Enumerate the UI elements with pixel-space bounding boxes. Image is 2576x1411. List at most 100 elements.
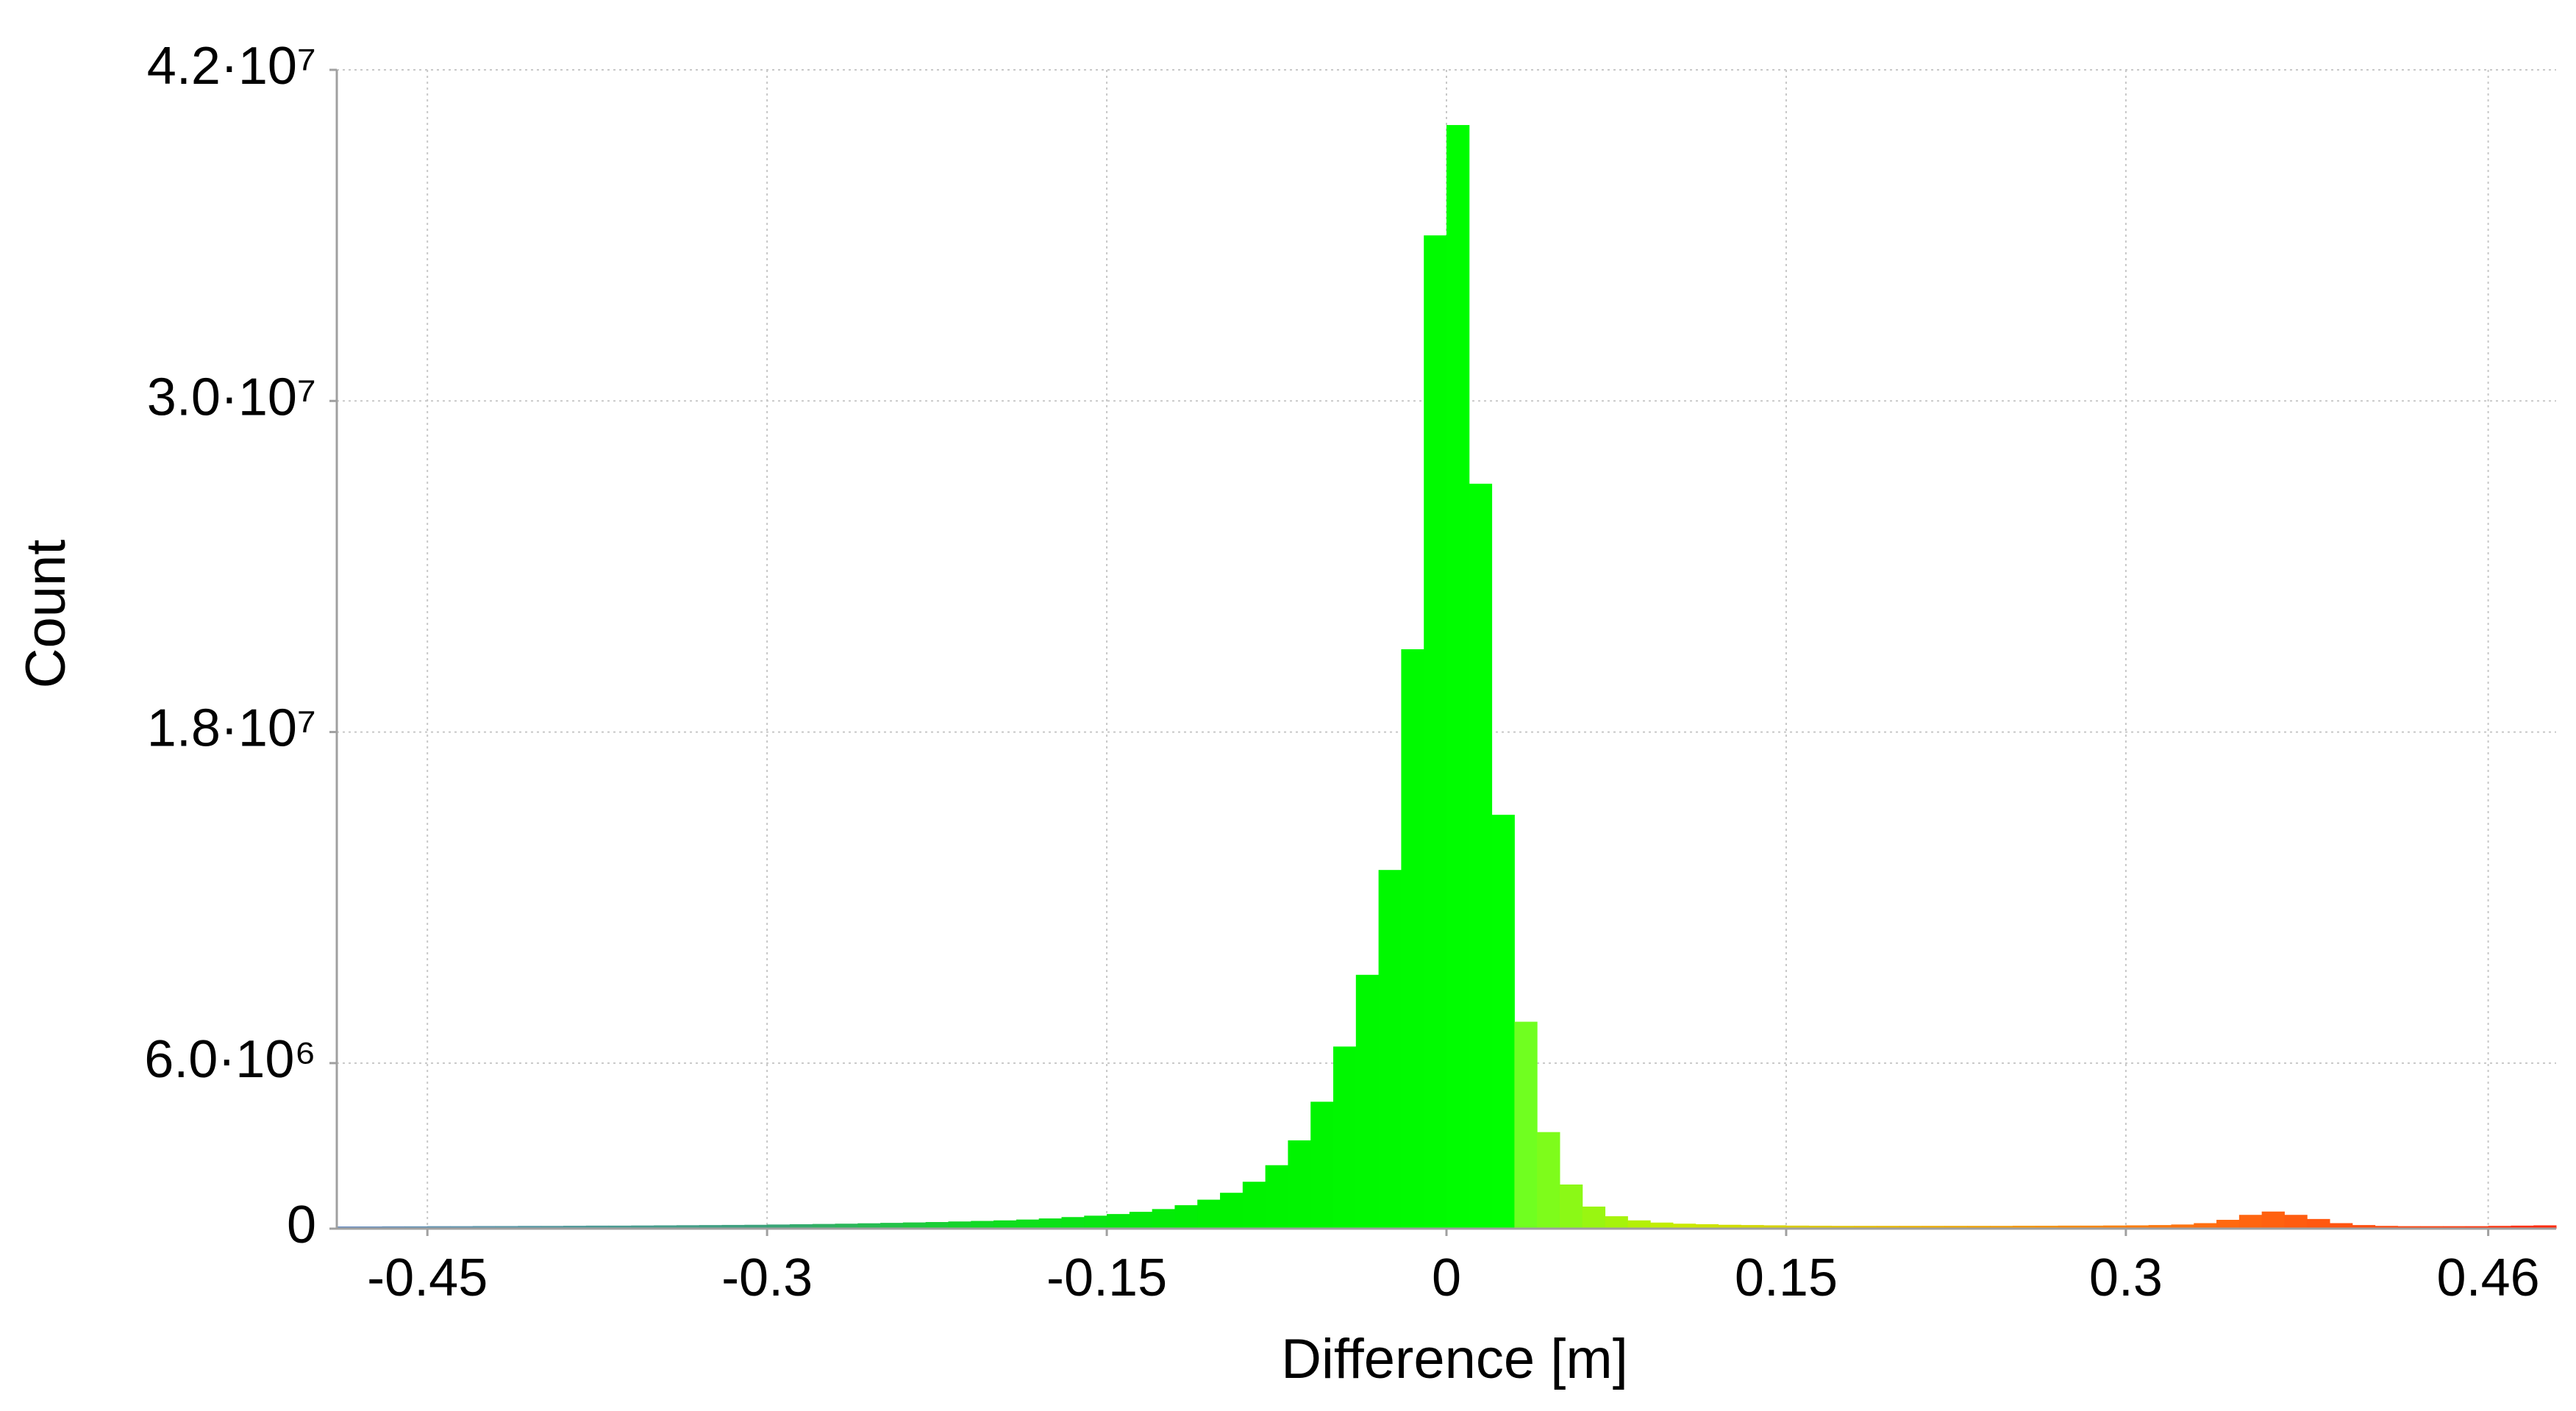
x-tick-label: 0.46: [2437, 1249, 2540, 1307]
bar: [2012, 1226, 2036, 1229]
y-tick-label: 1.8·10⁷: [147, 699, 316, 758]
bar: [857, 1223, 881, 1229]
bar: [993, 1220, 1017, 1229]
bar: [1016, 1219, 1040, 1229]
x-tick-label: 0: [1432, 1249, 1461, 1307]
bar: [2238, 1215, 2263, 1229]
bar: [902, 1222, 927, 1229]
bar: [835, 1224, 858, 1229]
bar: [744, 1224, 768, 1229]
bar: [1038, 1218, 1062, 1229]
x-tick-label: 0.15: [1735, 1249, 1838, 1307]
bar: [2307, 1218, 2330, 1229]
bar: [1401, 649, 1424, 1229]
x-tick-label: -0.45: [367, 1249, 488, 1307]
bar: [767, 1224, 791, 1229]
bar: [518, 1226, 541, 1229]
bar: [540, 1226, 564, 1229]
bar: [789, 1224, 813, 1229]
bar: [382, 1226, 405, 1229]
bar: [1084, 1215, 1107, 1229]
bar: [1537, 1132, 1560, 1229]
bar: [1718, 1224, 1741, 1229]
bar: [1310, 1101, 1334, 1229]
bar: [676, 1225, 700, 1229]
bar: [1378, 870, 1402, 1229]
bar: [699, 1225, 723, 1229]
bar: [337, 1226, 360, 1229]
x-tick-label: 0.3: [2089, 1249, 2163, 1307]
bar: [1333, 1046, 1357, 1229]
bar: [1559, 1184, 1583, 1229]
bar: [1944, 1226, 1968, 1229]
y-tick-label: 0: [287, 1196, 316, 1254]
bar: [1446, 125, 1470, 1229]
bar: [1967, 1226, 1991, 1229]
bar: [2103, 1225, 2127, 1229]
bar: [1061, 1217, 1085, 1229]
bar: [563, 1226, 587, 1229]
x-tick-label: -0.15: [1046, 1249, 1167, 1307]
bar: [1152, 1209, 1175, 1229]
bar: [1899, 1226, 1923, 1229]
bar: [1197, 1199, 1221, 1229]
bar: [1672, 1224, 1696, 1229]
bar: [1877, 1226, 1900, 1229]
y-tick-label: 4.2·10⁷: [147, 37, 316, 96]
bar: [1695, 1224, 1719, 1229]
bar: [585, 1225, 610, 1229]
bar: [1922, 1226, 1946, 1229]
bar: [2352, 1225, 2376, 1229]
bar: [2443, 1226, 2466, 1229]
bar: [1469, 483, 1493, 1229]
bar: [2397, 1226, 2421, 1229]
y-tick-label: 6.0·10⁶: [144, 1030, 316, 1089]
bar: [1242, 1182, 1266, 1229]
bar: [2194, 1223, 2217, 1229]
bar: [472, 1226, 496, 1229]
bar: [1491, 815, 1515, 1229]
bar: [427, 1226, 451, 1229]
axes: [329, 68, 2556, 1236]
bar: [1763, 1225, 1787, 1229]
bar: [880, 1223, 904, 1229]
bar: [2330, 1223, 2353, 1229]
bar: [2375, 1226, 2398, 1229]
bar: [2125, 1225, 2149, 1229]
bar: [1831, 1226, 1855, 1229]
bar: [2261, 1211, 2285, 1229]
bar: [721, 1224, 745, 1229]
y-axis-title: Count: [15, 540, 77, 689]
bar: [1174, 1205, 1198, 1229]
bar: [1990, 1226, 2013, 1229]
x-tick-label: -0.3: [721, 1249, 813, 1307]
bar: [1220, 1193, 1244, 1229]
bars: [337, 125, 2557, 1229]
bar: [925, 1221, 949, 1229]
bar: [2080, 1225, 2104, 1229]
bar: [948, 1221, 971, 1229]
bar: [449, 1226, 474, 1229]
bar: [2420, 1226, 2444, 1229]
bar: [2216, 1219, 2240, 1229]
x-axis-title: Difference [m]: [1281, 1328, 1628, 1390]
bar: [1785, 1225, 1810, 1229]
bar: [404, 1226, 428, 1229]
bar: [1854, 1226, 1877, 1229]
bar: [608, 1225, 632, 1229]
bar: [971, 1221, 994, 1229]
bar: [1582, 1206, 1606, 1229]
bar: [1514, 1021, 1538, 1229]
bar: [1627, 1220, 1651, 1229]
bar: [2148, 1225, 2172, 1229]
bar: [2284, 1215, 2308, 1229]
bar: [1605, 1216, 1628, 1229]
bar: [1741, 1225, 1764, 1229]
bar: [1288, 1140, 1311, 1229]
bar: [2035, 1226, 2058, 1229]
bar: [1107, 1214, 1130, 1229]
bar: [812, 1224, 836, 1229]
bar: [654, 1225, 677, 1229]
bar: [2171, 1224, 2194, 1229]
